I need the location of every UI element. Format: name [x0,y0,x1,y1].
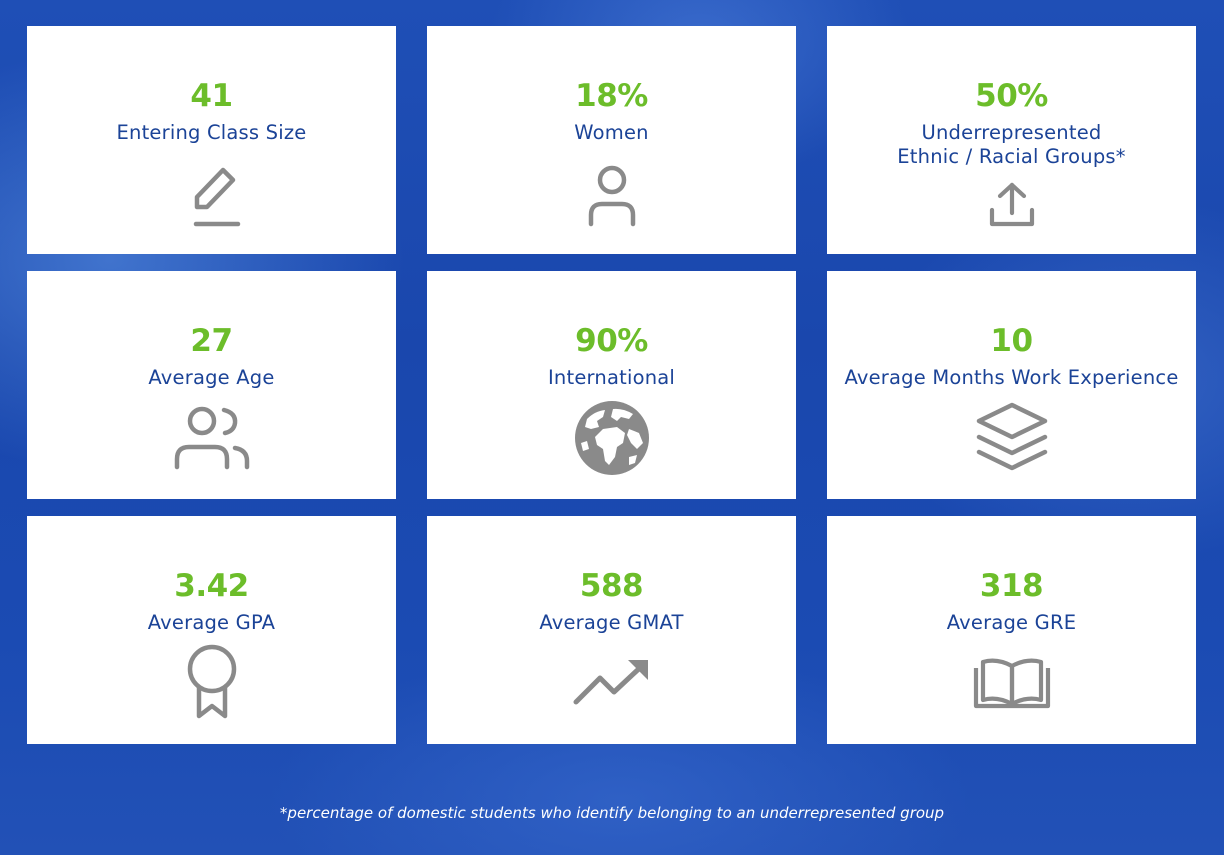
stat-label: Average Age [148,366,275,389]
stat-label-line2: Ethnic / Racial Groups* [897,145,1126,168]
stat-card-age: 27 Average Age [27,271,396,499]
stat-value: 318 [979,568,1044,604]
book-icon [973,658,1050,709]
stat-card-women: 18% Women [427,26,796,254]
stat-value: 588 [579,568,644,604]
stat-value: 18% [575,78,648,114]
stat-card-gpa: 3.42 Average GPA [27,516,396,744]
stat-card-work-experience: 10 Average Months Work Experience [827,271,1196,499]
users-icon [174,406,249,470]
stat-card-gmat: 588 Average GMAT [427,516,796,744]
globe-icon [574,401,649,475]
award-icon [187,644,236,719]
stat-card-international: 90% International [427,271,796,499]
upload-icon [989,182,1034,227]
stat-label: International [547,366,676,389]
stat-label: Entering Class Size [116,121,307,144]
stat-value: 90% [575,323,648,359]
trending-up-icon [573,660,648,705]
stat-card-class-size: 41 Entering Class Size [27,26,396,254]
stat-label: Average GRE [946,611,1077,634]
stat-value: 50% [975,78,1048,114]
stat-value: 3.42 [174,568,249,604]
stat-label: Average GPA [147,611,276,634]
stat-card-underrepresented: 50% Underrepresented Ethnic / Racial Gro… [827,26,1196,254]
stat-label-line1: Underrepresented [921,121,1102,144]
footnote: *percentage of domestic students who ide… [279,804,945,822]
stat-value: 41 [190,78,233,114]
layers-icon [976,402,1047,471]
person-icon [588,165,635,227]
stat-label: Average GMAT [539,611,684,634]
stat-label: Average Months Work Experience [844,366,1179,389]
stat-card-gre: 318 Average GRE [827,516,1196,744]
stat-label: Women [574,121,649,144]
pencil-icon [193,167,240,227]
stat-value: 27 [190,323,233,359]
stat-value: 10 [990,323,1033,359]
